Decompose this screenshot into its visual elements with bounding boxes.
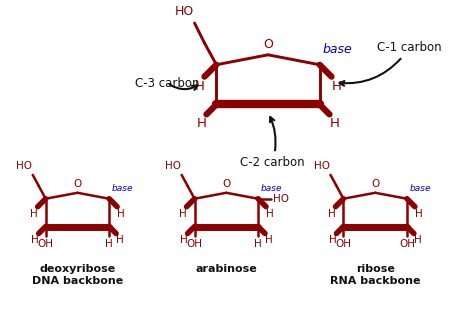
Text: HO: HO [174,5,194,18]
Text: H: H [30,209,38,219]
Text: C-3 carbon: C-3 carbon [135,76,200,90]
Text: H: H [117,209,125,219]
Text: HO: HO [164,161,180,171]
Text: H: H [265,236,273,245]
Text: H: H [116,236,124,245]
Text: O: O [73,179,82,189]
Text: O: O [263,38,273,51]
Text: H: H [329,236,336,245]
Text: OH: OH [186,239,202,249]
Text: H: H [332,80,341,92]
Text: OH: OH [38,239,54,249]
Text: base: base [410,184,431,193]
Text: base: base [112,184,134,193]
Text: H: H [179,209,186,219]
Text: OH: OH [335,239,351,249]
Text: H: H [195,80,204,92]
Text: H: H [31,236,38,245]
Text: O: O [222,179,230,189]
Text: HO: HO [314,161,329,171]
Text: deoxyribose
DNA backbone: deoxyribose DNA backbone [32,264,123,286]
Text: H: H [105,239,113,249]
Text: O: O [371,179,379,189]
Text: C-2 carbon: C-2 carbon [240,117,305,169]
Text: H: H [330,117,339,130]
Text: H: H [327,209,335,219]
Text: HO: HO [16,161,32,171]
Text: H: H [415,209,423,219]
Text: ribose
RNA backbone: ribose RNA backbone [330,264,420,286]
Text: base: base [322,43,352,56]
Text: H: H [196,117,207,130]
Text: HO: HO [273,194,289,204]
Text: base: base [261,184,283,193]
Text: H: H [254,239,262,249]
Text: H: H [414,236,422,245]
Text: OH: OH [399,239,415,249]
Text: H: H [180,236,187,245]
Text: C-1 carbon: C-1 carbon [339,41,442,86]
Text: H: H [266,209,274,219]
Text: arabinose: arabinose [196,264,257,274]
